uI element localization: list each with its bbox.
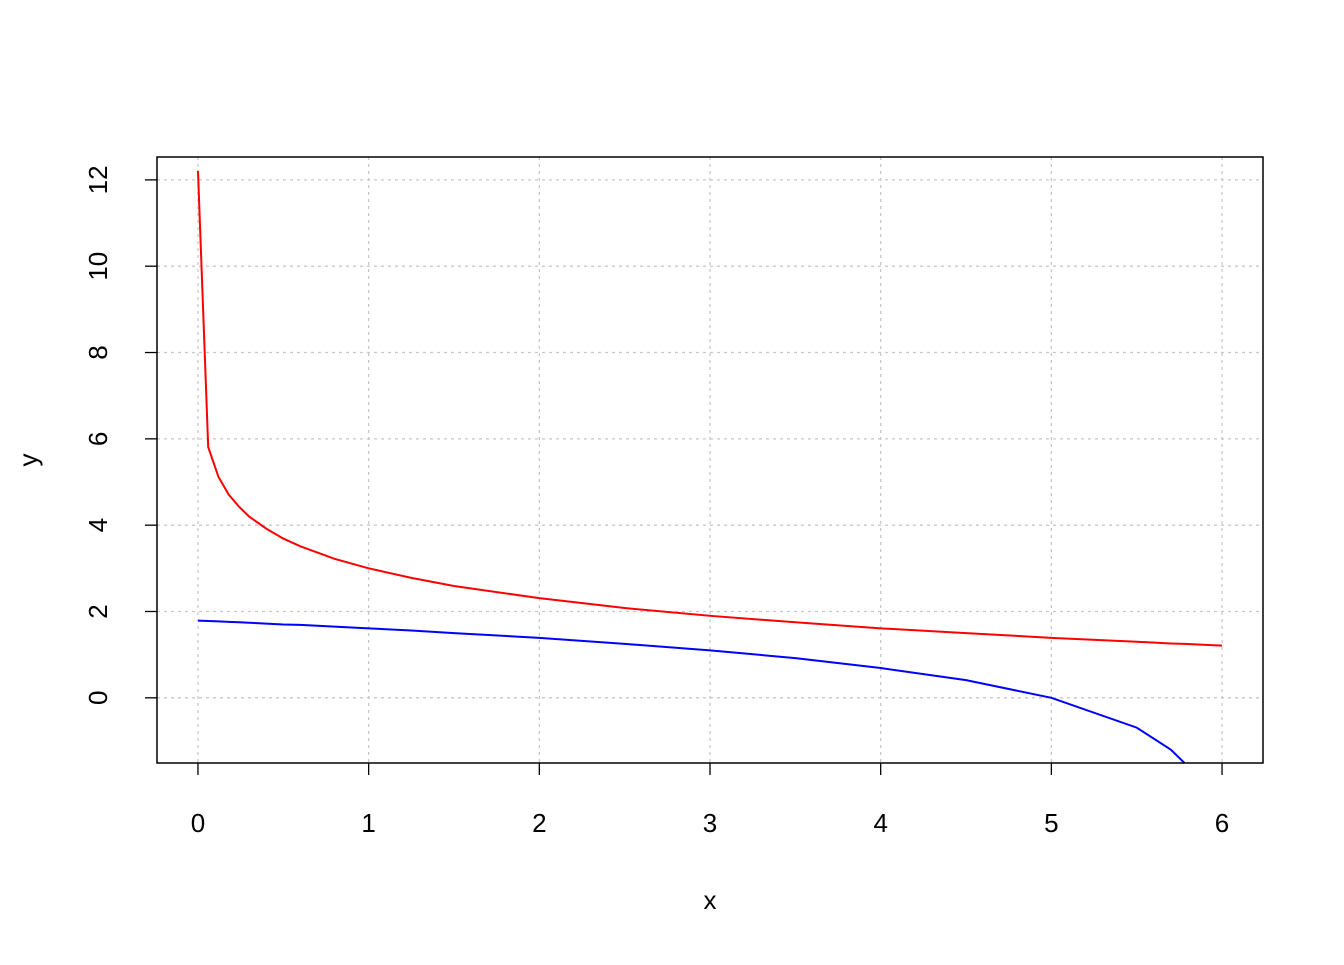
x-tick-label: 3 (703, 808, 717, 838)
x-tick-label: 4 (873, 808, 887, 838)
y-tick-label: 6 (83, 432, 113, 446)
x-tick-label: 1 (361, 808, 375, 838)
x-tick-label: 5 (1044, 808, 1058, 838)
x-tick-label: 0 (191, 808, 205, 838)
series-line (196, 170, 1223, 647)
plot-frame (156, 156, 1264, 764)
y-tick-label: 4 (83, 518, 113, 532)
plot-area (196, 170, 1223, 763)
series-line (197, 619, 1186, 763)
y-tick-label: 2 (83, 604, 113, 618)
y-tick-label: 0 (83, 691, 113, 705)
x-tick-label: 2 (532, 808, 546, 838)
x-axis-title: x (704, 885, 717, 915)
y-tick-label: 8 (83, 345, 113, 359)
y-tick-label: 10 (83, 252, 113, 281)
y-tick-label: 12 (83, 165, 113, 194)
y-axis-title: y (13, 454, 43, 467)
x-tick-label: 6 (1215, 808, 1229, 838)
